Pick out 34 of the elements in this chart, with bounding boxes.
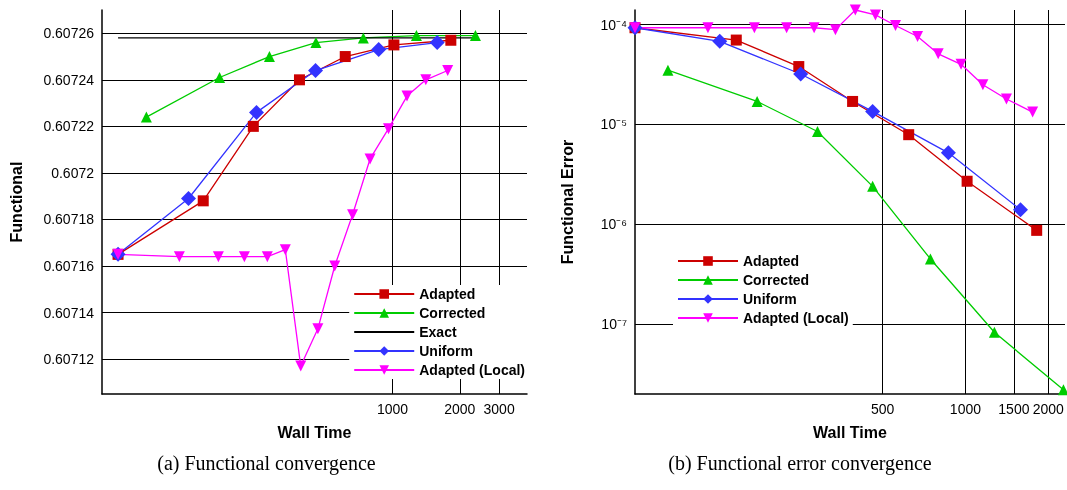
x-tick-label: 1000 bbox=[376, 401, 409, 417]
y-tick-label: 0.60726 bbox=[43, 25, 95, 42]
legend-label: Adapted bbox=[743, 253, 799, 269]
x-tick-label: 2000 bbox=[1032, 401, 1065, 417]
y-tick-label: 10⁻⁷ bbox=[601, 316, 627, 333]
x-tick-label: 500 bbox=[870, 401, 895, 417]
y-tick-label: 0.60718 bbox=[43, 211, 95, 228]
text: (b) Functional error convergence bbox=[667, 452, 933, 475]
y-tick-label: 0.60712 bbox=[43, 351, 95, 368]
x-axis-title: Wall Time bbox=[277, 423, 352, 441]
x-axis-title: Wall Time bbox=[813, 423, 887, 441]
x-tick-label: 2000 bbox=[444, 401, 476, 417]
legend-label: Uniform bbox=[743, 291, 797, 307]
y-tick-label: 10⁻⁵ bbox=[600, 116, 627, 133]
x-tick-label: 1500 bbox=[998, 401, 1030, 417]
text: (a) Functional convergence bbox=[156, 452, 377, 475]
y-tick-label: 0.6072 bbox=[51, 164, 95, 181]
y-tick-label: 0.60724 bbox=[43, 71, 95, 88]
legend-label: Adapted (Local) bbox=[743, 310, 849, 326]
legend-label: Corrected bbox=[743, 272, 810, 288]
legend-label: Corrected bbox=[419, 305, 486, 321]
legend-label: Uniform bbox=[419, 343, 473, 359]
x-tick-label: 1000 bbox=[949, 401, 982, 417]
y-tick-label: 10⁻⁶ bbox=[600, 216, 627, 233]
y-tick-label: 0.60722 bbox=[43, 118, 95, 135]
legend-label: Adapted (Local) bbox=[419, 362, 525, 378]
y-tick-label: 10⁻⁴ bbox=[600, 16, 627, 33]
y-tick-label: 0.60714 bbox=[43, 304, 95, 321]
y-tick-label: 0.60716 bbox=[43, 258, 95, 274]
legend-label: Adapted bbox=[419, 286, 476, 302]
y-axis-title: Functional bbox=[7, 161, 25, 243]
x-tick-label: 3000 bbox=[483, 401, 515, 417]
y-axis-title: Functional Error bbox=[558, 139, 576, 265]
legend-label: Exact bbox=[419, 324, 457, 340]
